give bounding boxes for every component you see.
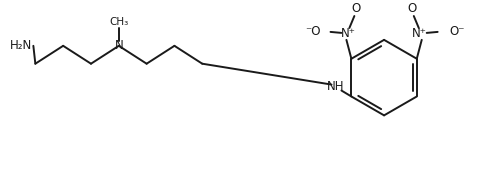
Text: O⁻: O⁻ (449, 25, 464, 38)
Text: O: O (407, 2, 416, 15)
Text: N⁺: N⁺ (411, 27, 426, 40)
Text: CH₃: CH₃ (109, 17, 128, 27)
Text: N⁺: N⁺ (340, 27, 355, 40)
Text: O: O (351, 2, 360, 15)
Text: H₂N: H₂N (10, 39, 32, 52)
Text: NH: NH (326, 80, 344, 93)
Text: N: N (114, 39, 123, 52)
Text: ⁻O: ⁻O (304, 25, 320, 38)
